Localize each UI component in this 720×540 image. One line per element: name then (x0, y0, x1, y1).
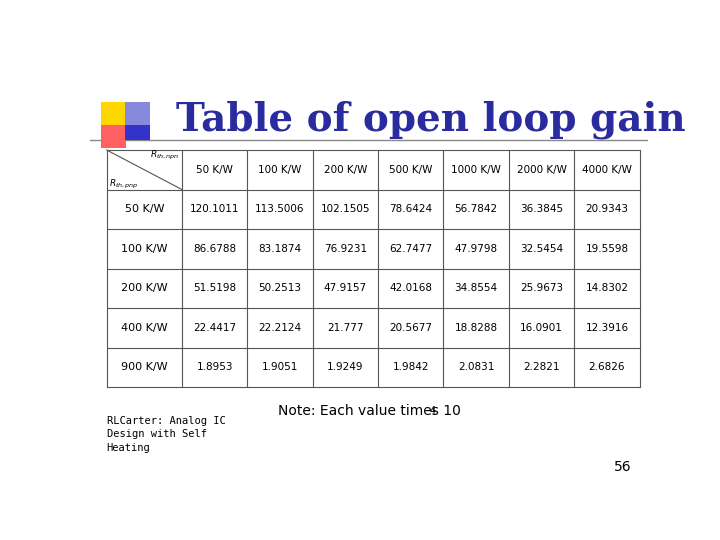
Text: 86.6788: 86.6788 (193, 244, 236, 254)
Text: 200 K/W: 200 K/W (121, 284, 168, 293)
Text: 36.3845: 36.3845 (520, 204, 563, 214)
Text: 900 K/W: 900 K/W (121, 362, 168, 372)
Text: 1000 K/W: 1000 K/W (451, 165, 501, 175)
Text: 1.9051: 1.9051 (262, 362, 298, 372)
Text: 200 K/W: 200 K/W (324, 165, 367, 175)
Text: 2.0831: 2.0831 (458, 362, 495, 372)
FancyBboxPatch shape (125, 102, 150, 125)
Text: 25.9673: 25.9673 (520, 284, 563, 293)
Text: 14.8302: 14.8302 (585, 284, 629, 293)
Text: 18.8288: 18.8288 (454, 323, 498, 333)
Text: 51.5198: 51.5198 (193, 284, 236, 293)
Text: 20.5677: 20.5677 (390, 323, 432, 333)
Text: 21.777: 21.777 (327, 323, 364, 333)
Text: 22.4417: 22.4417 (193, 323, 236, 333)
Text: 12.3916: 12.3916 (585, 323, 629, 333)
Text: 47.9157: 47.9157 (324, 284, 367, 293)
FancyBboxPatch shape (101, 125, 126, 148)
Text: 20.9343: 20.9343 (585, 204, 629, 214)
Text: 400 K/W: 400 K/W (121, 323, 168, 333)
Text: 16.0901: 16.0901 (520, 323, 563, 333)
Text: 102.1505: 102.1505 (320, 204, 370, 214)
Text: 2.2821: 2.2821 (523, 362, 560, 372)
Text: 1.8953: 1.8953 (197, 362, 233, 372)
Text: 50 K/W: 50 K/W (125, 204, 164, 214)
Text: 50.2513: 50.2513 (258, 284, 302, 293)
Text: 4000 K/W: 4000 K/W (582, 165, 632, 175)
Text: 120.1011: 120.1011 (190, 204, 239, 214)
Text: Table of open loop gain: Table of open loop gain (176, 100, 686, 139)
Text: 62.7477: 62.7477 (390, 244, 432, 254)
Text: 22.2124: 22.2124 (258, 323, 302, 333)
Text: 83.1874: 83.1874 (258, 244, 302, 254)
Text: 100 K/W: 100 K/W (121, 244, 168, 254)
Text: 42.0168: 42.0168 (390, 284, 432, 293)
Text: 100 K/W: 100 K/W (258, 165, 302, 175)
Text: 2.6826: 2.6826 (589, 362, 625, 372)
FancyBboxPatch shape (101, 102, 126, 125)
Text: 1.9249: 1.9249 (327, 362, 364, 372)
Text: 47.9798: 47.9798 (454, 244, 498, 254)
Text: 2000 K/W: 2000 K/W (517, 165, 567, 175)
Text: 32.5454: 32.5454 (520, 244, 563, 254)
Text: 76.9231: 76.9231 (324, 244, 367, 254)
Text: $R_{th,npn}$: $R_{th,npn}$ (150, 149, 180, 162)
Text: 78.6424: 78.6424 (390, 204, 432, 214)
Text: 1.9842: 1.9842 (392, 362, 429, 372)
Text: 500 K/W: 500 K/W (389, 165, 433, 175)
Text: RLCarter: Analog IC
Design with Self
Heating: RLCarter: Analog IC Design with Self Hea… (107, 416, 225, 453)
Text: $R_{th,pnp}$: $R_{th,pnp}$ (109, 178, 139, 191)
Text: 113.5006: 113.5006 (256, 204, 305, 214)
Text: 34.8554: 34.8554 (454, 284, 498, 293)
Text: 50 K/W: 50 K/W (196, 165, 233, 175)
Text: Note: Each value times 10: Note: Each value times 10 (278, 404, 460, 417)
Text: 19.5598: 19.5598 (585, 244, 629, 254)
Text: 56: 56 (613, 461, 631, 474)
FancyBboxPatch shape (125, 117, 150, 140)
Text: 56.7842: 56.7842 (454, 204, 498, 214)
Text: 4: 4 (430, 406, 436, 416)
